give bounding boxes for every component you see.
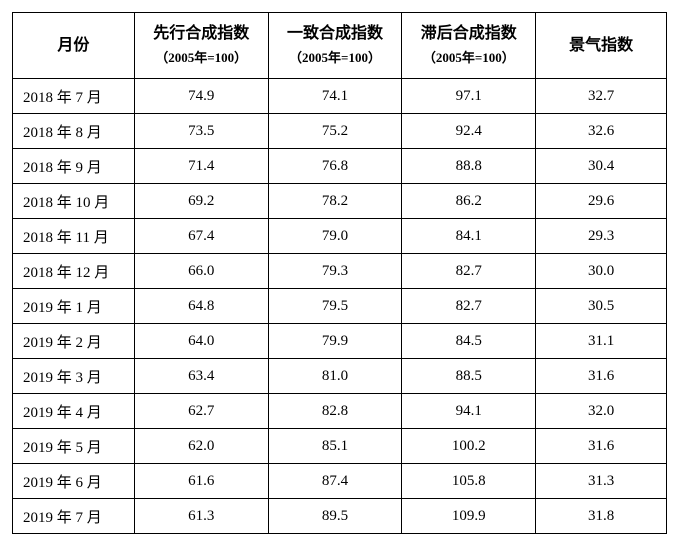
table-row: 2019 年 5 月62.085.1100.231.6 xyxy=(13,429,667,464)
table-header: 月份 先行合成指数 （2005年=100） 一致合成指数 （2005年=100）… xyxy=(13,13,667,79)
data-cell: 105.8 xyxy=(402,464,536,499)
data-cell: 78.2 xyxy=(268,184,402,219)
data-cell: 62.7 xyxy=(134,394,268,429)
table-row: 2018 年 9 月71.476.888.830.4 xyxy=(13,149,667,184)
data-cell: 61.6 xyxy=(134,464,268,499)
data-cell: 30.5 xyxy=(536,289,667,324)
data-cell: 69.2 xyxy=(134,184,268,219)
data-cell: 84.5 xyxy=(402,324,536,359)
table-row: 2019 年 3 月63.481.088.531.6 xyxy=(13,359,667,394)
data-cell: 81.0 xyxy=(268,359,402,394)
header-climate-index: 景气指数 xyxy=(536,13,667,79)
data-cell: 92.4 xyxy=(402,114,536,149)
table-row: 2019 年 2 月64.079.984.531.1 xyxy=(13,324,667,359)
month-cell: 2019 年 6 月 xyxy=(13,464,135,499)
month-cell: 2018 年 8 月 xyxy=(13,114,135,149)
header-label-climate: 景气指数 xyxy=(569,37,633,54)
data-cell: 31.6 xyxy=(536,429,667,464)
data-cell: 61.3 xyxy=(134,499,268,534)
data-cell: 67.4 xyxy=(134,219,268,254)
month-cell: 2019 年 3 月 xyxy=(13,359,135,394)
table-row: 2019 年 4 月62.782.894.132.0 xyxy=(13,394,667,429)
month-cell: 2018 年 12 月 xyxy=(13,254,135,289)
data-cell: 89.5 xyxy=(268,499,402,534)
data-cell: 29.3 xyxy=(536,219,667,254)
data-cell: 63.4 xyxy=(134,359,268,394)
data-cell: 30.4 xyxy=(536,149,667,184)
month-cell: 2018 年 10 月 xyxy=(13,184,135,219)
data-cell: 85.1 xyxy=(268,429,402,464)
table-row: 2019 年 6 月61.687.4105.831.3 xyxy=(13,464,667,499)
data-cell: 31.3 xyxy=(536,464,667,499)
month-cell: 2019 年 5 月 xyxy=(13,429,135,464)
data-cell: 79.0 xyxy=(268,219,402,254)
data-cell: 87.4 xyxy=(268,464,402,499)
data-cell: 97.1 xyxy=(402,79,536,114)
data-cell: 82.8 xyxy=(268,394,402,429)
data-cell: 82.7 xyxy=(402,254,536,289)
data-cell: 31.1 xyxy=(536,324,667,359)
index-data-table: 月份 先行合成指数 （2005年=100） 一致合成指数 （2005年=100）… xyxy=(12,12,667,534)
header-sub-lagging: （2005年=100） xyxy=(423,50,515,65)
header-label-coincident: 一致合成指数 xyxy=(287,25,383,42)
data-cell: 32.0 xyxy=(536,394,667,429)
header-row: 月份 先行合成指数 （2005年=100） 一致合成指数 （2005年=100）… xyxy=(13,13,667,79)
data-cell: 88.5 xyxy=(402,359,536,394)
month-cell: 2019 年 1 月 xyxy=(13,289,135,324)
data-cell: 74.1 xyxy=(268,79,402,114)
header-lagging-index: 滞后合成指数 （2005年=100） xyxy=(402,13,536,79)
table-row: 2018 年 8 月73.575.292.432.6 xyxy=(13,114,667,149)
data-cell: 62.0 xyxy=(134,429,268,464)
data-cell: 64.8 xyxy=(134,289,268,324)
data-cell: 84.1 xyxy=(402,219,536,254)
table-row: 2018 年 11 月67.479.084.129.3 xyxy=(13,219,667,254)
month-cell: 2019 年 2 月 xyxy=(13,324,135,359)
data-cell: 71.4 xyxy=(134,149,268,184)
data-cell: 109.9 xyxy=(402,499,536,534)
data-cell: 31.8 xyxy=(536,499,667,534)
data-cell: 88.8 xyxy=(402,149,536,184)
data-cell: 32.7 xyxy=(536,79,667,114)
data-cell: 64.0 xyxy=(134,324,268,359)
table-row: 2019 年 1 月64.879.582.730.5 xyxy=(13,289,667,324)
month-cell: 2018 年 7 月 xyxy=(13,79,135,114)
table-row: 2019 年 7 月61.389.5109.931.8 xyxy=(13,499,667,534)
data-cell: 86.2 xyxy=(402,184,536,219)
data-cell: 31.6 xyxy=(536,359,667,394)
month-cell: 2019 年 7 月 xyxy=(13,499,135,534)
header-sub-leading: （2005年=100） xyxy=(155,50,247,65)
data-cell: 79.9 xyxy=(268,324,402,359)
table-row: 2018 年 7 月74.974.197.132.7 xyxy=(13,79,667,114)
data-cell: 66.0 xyxy=(134,254,268,289)
data-cell: 79.5 xyxy=(268,289,402,324)
data-cell: 100.2 xyxy=(402,429,536,464)
header-coincident-index: 一致合成指数 （2005年=100） xyxy=(268,13,402,79)
data-cell: 74.9 xyxy=(134,79,268,114)
data-cell: 30.0 xyxy=(536,254,667,289)
data-cell: 32.6 xyxy=(536,114,667,149)
data-cell: 76.8 xyxy=(268,149,402,184)
header-label-lagging: 滞后合成指数 xyxy=(421,25,517,42)
data-cell: 94.1 xyxy=(402,394,536,429)
data-cell: 75.2 xyxy=(268,114,402,149)
header-month: 月份 xyxy=(13,13,135,79)
table-row: 2018 年 10 月69.278.286.229.6 xyxy=(13,184,667,219)
table-body: 2018 年 7 月74.974.197.132.72018 年 8 月73.5… xyxy=(13,79,667,534)
table-row: 2018 年 12 月66.079.382.730.0 xyxy=(13,254,667,289)
header-leading-index: 先行合成指数 （2005年=100） xyxy=(134,13,268,79)
header-sub-coincident: （2005年=100） xyxy=(289,50,381,65)
data-cell: 29.6 xyxy=(536,184,667,219)
month-cell: 2019 年 4 月 xyxy=(13,394,135,429)
data-cell: 79.3 xyxy=(268,254,402,289)
header-label-leading: 先行合成指数 xyxy=(153,25,249,42)
header-label-month: 月份 xyxy=(57,37,89,54)
month-cell: 2018 年 11 月 xyxy=(13,219,135,254)
data-cell: 82.7 xyxy=(402,289,536,324)
month-cell: 2018 年 9 月 xyxy=(13,149,135,184)
data-cell: 73.5 xyxy=(134,114,268,149)
